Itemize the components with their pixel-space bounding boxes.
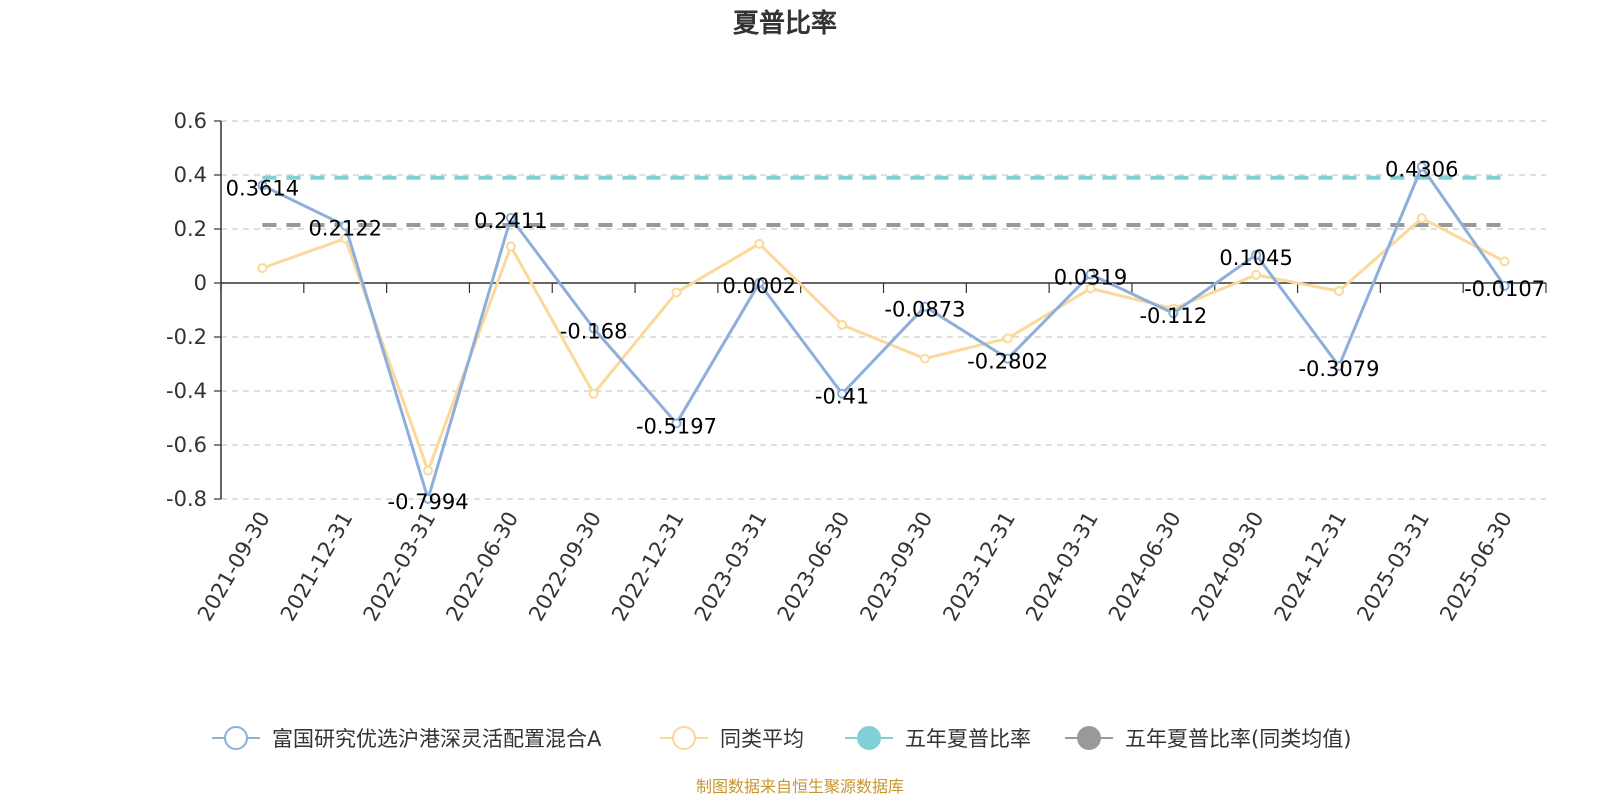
fund-series-point <box>340 220 351 231</box>
fund-series-point <box>1002 353 1013 364</box>
x-tick-label: 2025-06-30 <box>1435 508 1517 626</box>
fund-series-point <box>257 180 268 191</box>
peer-average-series-point <box>1251 269 1262 280</box>
peer-average-series-point <box>588 388 599 399</box>
fund-series-point <box>423 493 434 504</box>
peer-average-series-point <box>1499 256 1510 267</box>
fund-data-label: 0.4306 <box>1385 158 1458 182</box>
y-tick-label: -0.6 <box>166 433 207 457</box>
fund-data-label: 0.2122 <box>308 217 381 241</box>
fund-data-label: 0.3614 <box>226 176 299 200</box>
legend-label: 五年夏普比率 <box>905 727 1031 751</box>
data-labels: 0.3614 0.2122 -0.7994 0.2411 -0.168 -0.5197 0.… <box>226 158 1545 514</box>
peer-average-series-point <box>1085 283 1096 294</box>
legend-label: 富国研究优选沪港深灵活配置混合A <box>272 727 602 751</box>
peer-average-series-point <box>671 287 682 298</box>
peer-average-series-point <box>1416 213 1427 224</box>
fund-data-label: 0.0319 <box>1054 265 1127 289</box>
x-tick-label: 2024-06-30 <box>1104 508 1186 626</box>
fund-series-point <box>588 323 599 334</box>
y-tick-label: -0.8 <box>166 487 207 511</box>
fund-data-label: 0.0002 <box>723 274 796 298</box>
fund-series-point <box>754 277 765 288</box>
y-tick-label: -0.2 <box>166 325 207 349</box>
peer-average-series-point <box>423 465 434 476</box>
fund-data-label: -0.0107 <box>1464 277 1545 301</box>
fund-series-point <box>1499 280 1510 291</box>
y-tick-label: 0.2 <box>174 217 207 241</box>
x-tick-label: 2023-06-30 <box>773 508 855 626</box>
x-tick-label: 2024-03-31 <box>1021 508 1103 626</box>
chart-title: 夏普比率 <box>733 8 837 39</box>
fund-data-label: 0.2411 <box>474 209 547 233</box>
x-tick-label: 2024-12-31 <box>1269 508 1351 626</box>
fund-data-label: -0.3079 <box>1298 357 1379 381</box>
x-tick-label: 2021-12-31 <box>276 508 358 626</box>
y-tick-label: 0.4 <box>174 163 207 187</box>
peer-average-series-point <box>257 263 268 274</box>
fund-data-label: -0.5197 <box>636 414 717 438</box>
fund-data-label: -0.7994 <box>388 490 469 514</box>
y-tick-label: 0 <box>194 271 207 295</box>
fund-series-point <box>1333 361 1344 372</box>
fund-series-line <box>261 165 1506 501</box>
peer-average-series-point <box>1002 333 1013 344</box>
legend-swatch-marker <box>672 726 696 750</box>
fund-series-point <box>1251 249 1262 260</box>
legend-swatch-marker <box>224 726 248 750</box>
x-tick-label: 2023-09-30 <box>855 508 937 626</box>
peer-average-series-point <box>1333 286 1344 297</box>
fund-data-label: 0.1045 <box>1219 246 1292 270</box>
fund-series-point <box>1168 308 1179 319</box>
peer-average-series-point <box>505 241 516 252</box>
peer-average-series-point <box>754 238 765 249</box>
y-tick-label: -0.4 <box>166 379 207 403</box>
fund-data-label: -0.168 <box>560 319 628 343</box>
legend-swatch-marker <box>857 726 881 750</box>
peer-average-series-point <box>919 353 930 364</box>
x-tick-label: 2021-09-30 <box>193 508 275 626</box>
grid-lines <box>221 120 1546 500</box>
x-tick-label: 2022-03-31 <box>359 508 441 626</box>
fund-series-point <box>1085 269 1096 280</box>
x-tick-label: 2023-03-31 <box>690 508 772 626</box>
x-tick-label: 2024-09-30 <box>1187 508 1269 626</box>
x-tick-label: 2022-09-30 <box>524 508 606 626</box>
reference-lines <box>262 175 1505 227</box>
x-tick-label: 2022-12-31 <box>607 508 689 626</box>
fund-data-label: -0.41 <box>815 385 869 409</box>
y-tick-label: 0.6 <box>174 109 207 133</box>
fund-data-label: -0.0873 <box>884 298 965 322</box>
legend-label: 五年夏普比率(同类均值) <box>1125 727 1351 751</box>
source-note: 制图数据来自恒生聚源数据库 <box>696 777 904 796</box>
x-tick-label: 2023-12-31 <box>938 508 1020 626</box>
fund-series-point <box>919 301 930 312</box>
x-tick-label: 2025-03-31 <box>1352 508 1434 626</box>
legend-swatch-marker <box>1077 726 1101 750</box>
fund-data-label: -0.112 <box>1139 304 1207 328</box>
fund-series-point <box>837 388 848 399</box>
peer-average-series-point <box>837 319 848 330</box>
data-series <box>257 161 1510 504</box>
legend: 富国研究优选沪港深灵活配置混合A 同类平均 五年夏普比率 五年夏普比率(同类均值) <box>212 726 1351 751</box>
fund-series-point <box>505 212 516 223</box>
legend-label: 同类平均 <box>720 727 804 751</box>
fund-series-point <box>1416 161 1427 172</box>
fund-data-label: -0.2802 <box>967 350 1048 374</box>
fund-series-point <box>671 418 682 429</box>
x-tick-label: 2022-06-30 <box>441 508 523 626</box>
